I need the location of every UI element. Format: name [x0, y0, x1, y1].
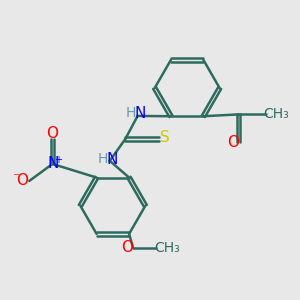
- Text: CH₃: CH₃: [154, 241, 180, 254]
- Text: N: N: [134, 106, 146, 121]
- Text: CH₃: CH₃: [263, 107, 289, 122]
- Text: N: N: [47, 156, 59, 171]
- Text: N: N: [106, 152, 118, 167]
- Text: H: H: [98, 152, 108, 166]
- Text: H: H: [126, 106, 136, 121]
- Text: ⁻: ⁻: [13, 171, 20, 185]
- Text: O: O: [16, 173, 28, 188]
- Text: O: O: [122, 240, 134, 255]
- Text: S: S: [160, 130, 170, 145]
- Text: O: O: [227, 135, 239, 150]
- Text: +: +: [54, 155, 62, 165]
- Text: O: O: [46, 126, 58, 141]
